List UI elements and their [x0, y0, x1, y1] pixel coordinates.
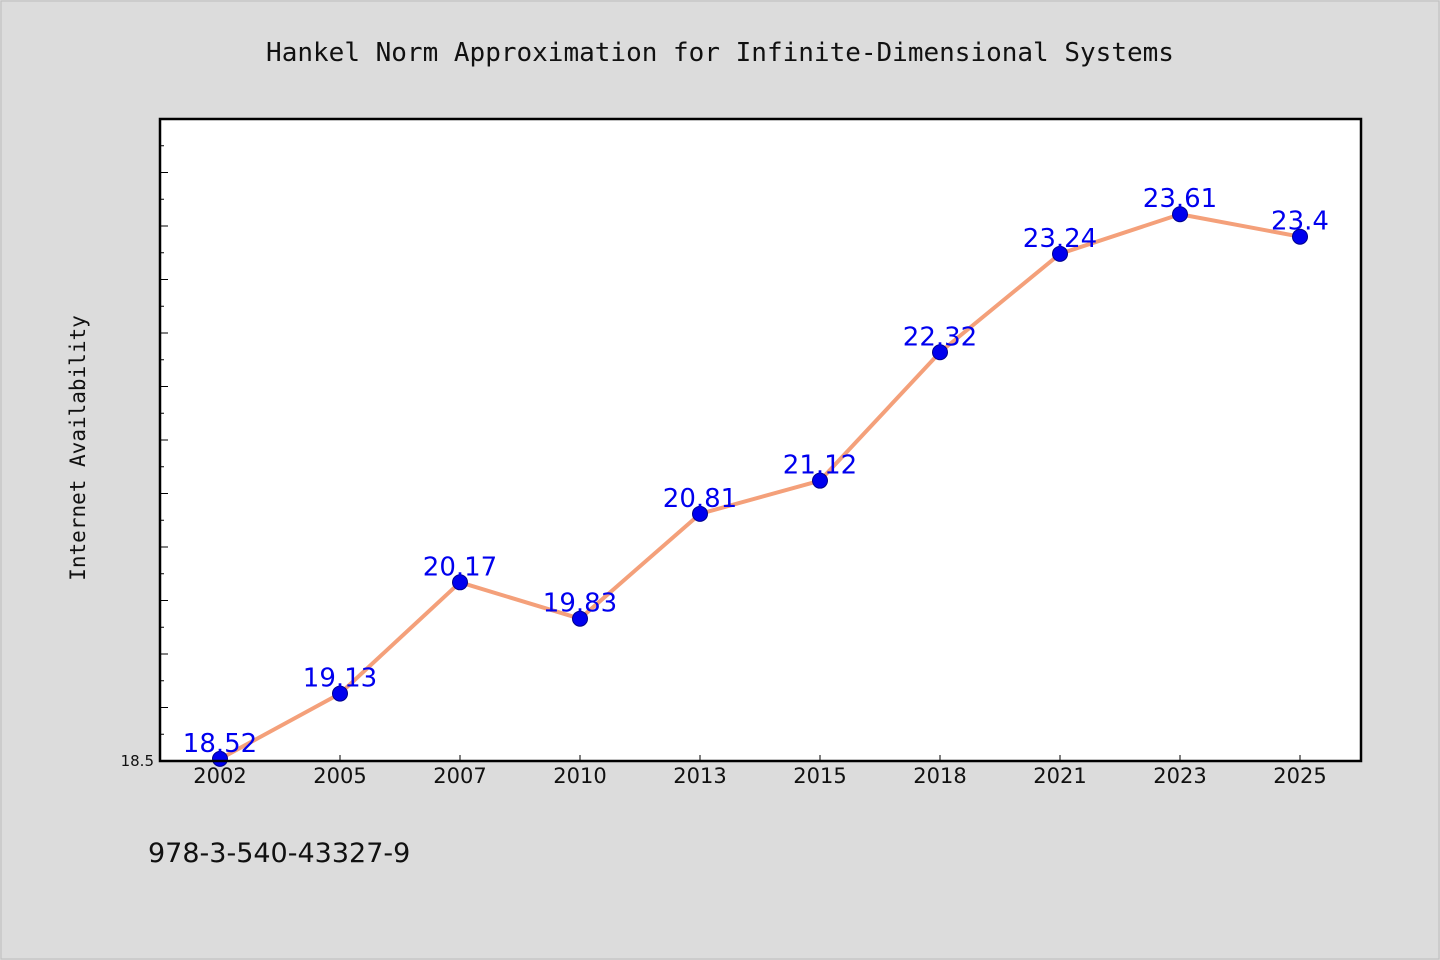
data-label: 23.24: [1023, 224, 1097, 254]
data-point: [1292, 228, 1308, 245]
data-label: 19.83: [543, 589, 617, 619]
x-tick-label: 2013: [673, 764, 726, 788]
data-point: [572, 610, 588, 627]
data-point: [812, 472, 828, 489]
data-label: 22.32: [903, 322, 977, 352]
x-tick-label: 2025: [1273, 764, 1326, 788]
plot-area: [160, 119, 1361, 761]
data-label: 20.81: [663, 484, 737, 514]
x-tick-label: 2010: [553, 764, 606, 788]
data-point: [932, 344, 948, 361]
plot-frame: [158, 117, 1363, 763]
x-tick-label: 2007: [433, 764, 486, 788]
y-tick-label: 18.5: [121, 752, 154, 770]
data-point: [1052, 245, 1068, 262]
x-tick-label: 2018: [913, 764, 966, 788]
data-label: 18.52: [183, 729, 257, 759]
data-point: [212, 750, 228, 767]
data-point: [332, 685, 348, 702]
series-layer: 18.52 19.13 20.17 19.83 20.81 21.12 22.32 23.24…: [183, 184, 1329, 767]
series-line: [218, 212, 1302, 761]
y-axis-label: Internet Availability: [66, 315, 90, 581]
x-tick-label: 2021: [1033, 764, 1086, 788]
data-label: 23.61: [1143, 184, 1217, 214]
x-tick-label: 2005: [313, 764, 366, 788]
chart-title: Hankel Norm Approximation for Infinite-D…: [266, 38, 1174, 68]
data-label: 23.4: [1271, 207, 1329, 237]
x-tick-label: 2015: [793, 764, 846, 788]
data-label: 19.13: [303, 664, 377, 694]
data-point: [692, 505, 708, 522]
data-point: [452, 574, 468, 591]
x-tick-label: 2023: [1153, 764, 1206, 788]
footer-isbn: 978-3-540-43327-9: [148, 838, 410, 869]
data-point: [1172, 206, 1188, 223]
data-label: 21.12: [783, 451, 857, 481]
x-axis-ticks: 2002 2005 2007 2010 2013 2015 2018 2021 2023 2025: [193, 755, 1327, 788]
data-label: 20.17: [423, 552, 497, 582]
x-tick-label: 2002: [193, 764, 246, 788]
